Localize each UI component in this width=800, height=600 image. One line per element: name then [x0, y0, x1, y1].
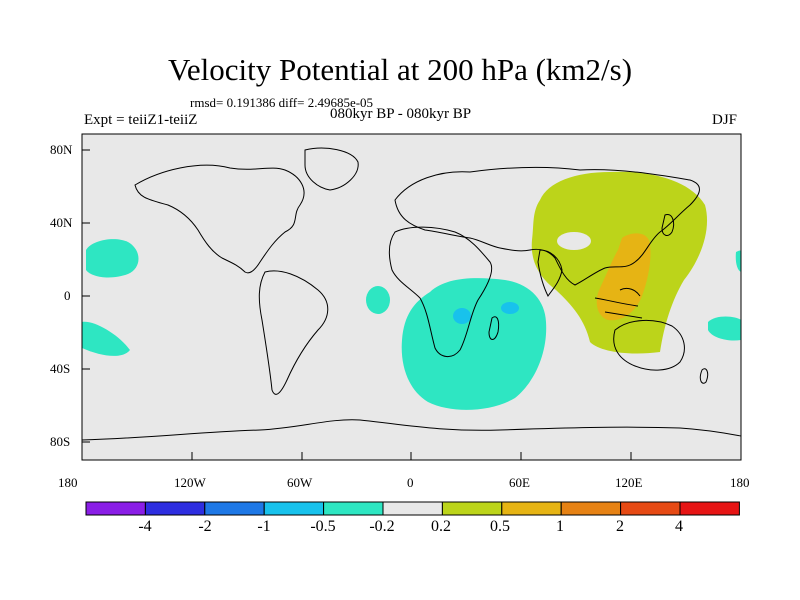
- coast-india: [537, 249, 563, 297]
- colorbar-box: [263, 501, 325, 516]
- coastlines: [81, 147, 742, 441]
- colorbar-box: [323, 501, 384, 516]
- colorbar-box: [560, 501, 622, 516]
- colorbar-label: -0.2: [369, 518, 395, 535]
- y-tick-40s: 40S: [50, 361, 71, 376]
- colorbar-label: 0.2: [431, 518, 451, 535]
- negative-anomaly-south-pacific: [82, 321, 130, 356]
- y-tick-80n: 80N: [50, 142, 73, 157]
- plot-title: Velocity Potential at 200 hPa (km2/s): [167, 52, 633, 87]
- y-tick-40n: 40N: [50, 215, 73, 230]
- stats-text: rmsd= 0.191386 diff= 2.49685e-05: [190, 95, 374, 110]
- negative-anomaly-east-edge-2: [735, 250, 741, 272]
- y-tick-0: 0: [64, 288, 71, 303]
- tick-marks: [81, 149, 742, 460]
- colorbar-box: [382, 501, 443, 516]
- negative-anomaly-atlantic: [366, 286, 390, 314]
- x-tick-0: 0: [407, 475, 414, 490]
- colorbar-label: 1: [556, 518, 564, 535]
- colorbar-label: -1: [257, 518, 271, 535]
- colorbar-label: -0.5: [310, 518, 336, 535]
- colorbar-box: [204, 501, 265, 516]
- x-tick-60w: 60W: [287, 475, 313, 490]
- strong-positive-anomaly: [596, 233, 651, 321]
- coast-north-america: [134, 164, 305, 274]
- coast-indonesia: [594, 287, 643, 319]
- colorbar-label: 4: [675, 518, 683, 535]
- x-tick-180w: 180: [58, 475, 78, 490]
- coast-south-america: [258, 270, 329, 395]
- coast-antarctica: [81, 419, 742, 441]
- colorbar: [85, 501, 740, 516]
- coast-africa: [388, 226, 493, 357]
- coast-eurasia: [394, 166, 700, 286]
- y-tick-80s: 80S: [50, 434, 71, 449]
- colorbar-label: 0.5: [490, 518, 510, 535]
- coast-australia: [613, 320, 685, 371]
- x-tick-120e: 120E: [615, 475, 643, 490]
- positive-anomaly-hole: [557, 232, 591, 250]
- colorbar-box: [144, 501, 206, 516]
- x-tick-180e: 180: [730, 475, 750, 490]
- shaded-fields: [82, 171, 741, 410]
- colorbar-label: 2: [616, 518, 624, 535]
- negative-anomaly-core-1: [453, 308, 471, 324]
- season-label: DJF: [712, 112, 738, 128]
- colorbar-box: [620, 501, 681, 516]
- negative-anomaly-core-2: [501, 302, 519, 314]
- colorbar-box: [85, 501, 146, 516]
- colorbar-label: -2: [198, 518, 212, 535]
- experiment-label: Expt = teiiZ1-teiiZ: [84, 112, 198, 128]
- negative-anomaly-east-edge: [708, 316, 741, 341]
- colorbar-box: [441, 501, 503, 516]
- colorbar-label: -4: [138, 518, 152, 535]
- x-tick-60e: 60E: [509, 475, 530, 490]
- coast-japan: [661, 213, 675, 236]
- x-tick-120w: 120W: [174, 475, 206, 490]
- coast-greenland: [304, 147, 359, 191]
- colorbar-box: [679, 501, 740, 516]
- negative-anomaly-pacific: [86, 239, 139, 278]
- coast-new-zealand: [699, 368, 709, 384]
- period-label: 080kyr BP - 080kyr BP: [330, 106, 472, 122]
- colorbar-box: [501, 501, 562, 516]
- coast-madagascar: [488, 316, 500, 340]
